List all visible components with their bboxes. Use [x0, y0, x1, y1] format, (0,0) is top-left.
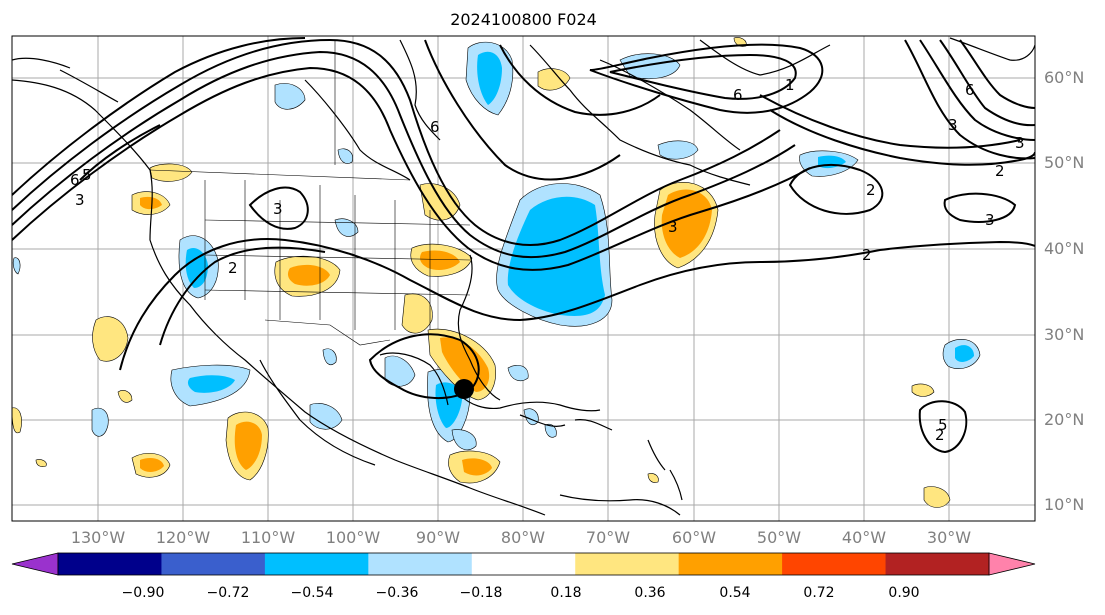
contour-label-group: 6 3 6 1 6 3 6 3 5 3 2 2 3 2 2 3 5 2 — [70, 76, 1025, 444]
contour-label: 6 — [733, 86, 743, 104]
colorbar-segment — [58, 553, 162, 575]
contour-label: 3 — [668, 218, 678, 236]
lat-label: 60°N — [1044, 68, 1085, 87]
colorbar-segment — [782, 553, 887, 575]
colorbar-tick-label: −0.18 — [459, 585, 503, 601]
contour-label: 3 — [273, 200, 283, 218]
colorbar-tick-label: 0.54 — [719, 585, 751, 601]
contour-label: 3 — [985, 211, 995, 229]
lon-label: 110°W — [240, 528, 296, 547]
contour-label: 2 — [935, 426, 945, 444]
colorbar-extend-max — [988, 552, 1036, 576]
contour-label: 5 — [82, 166, 92, 184]
contour-label: 2 — [228, 259, 238, 277]
contour-label: 2 — [995, 162, 1005, 180]
colorbar-tick-label: 0.90 — [888, 585, 920, 601]
colorbar-tick-label: −0.54 — [290, 585, 334, 601]
lon-label: 80°W — [500, 528, 546, 547]
colorbar-tick-label: 0.72 — [803, 585, 835, 601]
lon-label: 70°W — [585, 528, 631, 547]
colorbar — [11, 552, 1036, 576]
colorbar-segment — [471, 553, 576, 575]
lat-label: 50°N — [1044, 153, 1085, 172]
colorbar-segment — [161, 553, 266, 575]
contour-lines — [12, 37, 1035, 454]
colorbar-tick-label: −0.90 — [121, 585, 165, 601]
lon-label: 120°W — [155, 528, 211, 547]
contour-label: 3 — [948, 116, 958, 134]
contour-label: 1 — [785, 76, 795, 94]
political-borders — [149, 40, 471, 346]
map-title: 2024100800 F024 — [450, 10, 597, 29]
colorbar-tick-label: −0.72 — [206, 585, 250, 601]
graticule — [12, 36, 1035, 521]
contour-label: 5 — [938, 416, 948, 434]
lon-label: 130°W — [70, 528, 126, 547]
lon-label: 100°W — [325, 528, 381, 547]
contour-label: 3 — [75, 191, 85, 209]
contour-label: 6 — [70, 171, 80, 189]
lat-label: 40°N — [1044, 239, 1085, 258]
coastlines — [12, 37, 1035, 516]
lon-label: 60°W — [671, 528, 717, 547]
colorbar-segment — [264, 553, 369, 575]
lat-label: 20°N — [1044, 410, 1085, 429]
lat-label: 30°N — [1044, 325, 1085, 344]
storm-center-dot — [454, 379, 474, 399]
contour-label: 6 — [965, 81, 975, 99]
map-frame — [11, 35, 1036, 522]
contour-label: 6 — [430, 118, 440, 136]
lon-label: 40°W — [841, 528, 887, 547]
lon-label: 90°W — [415, 528, 461, 547]
map-content — [12, 36, 1035, 521]
colorbar-segment — [368, 553, 473, 575]
shaded-anomalies — [12, 37, 981, 508]
colorbar-extend-min — [11, 552, 59, 576]
lon-label: 30°W — [926, 528, 972, 547]
colorbar-tick-label: 0.36 — [634, 585, 666, 601]
colorbar-tick-label: 0.18 — [550, 585, 582, 601]
colorbar-tick-label: −0.36 — [375, 585, 419, 601]
lon-label: 50°W — [756, 528, 802, 547]
lat-label: 10°N — [1044, 495, 1085, 514]
contour-label: 2 — [866, 181, 876, 199]
colorbar-segment — [678, 553, 783, 575]
colorbar-frame — [57, 552, 990, 576]
contour-label: 3 — [1015, 134, 1025, 152]
contour-label: 2 — [862, 246, 872, 264]
colorbar-segment — [885, 553, 990, 575]
colorbar-segment — [575, 553, 680, 575]
